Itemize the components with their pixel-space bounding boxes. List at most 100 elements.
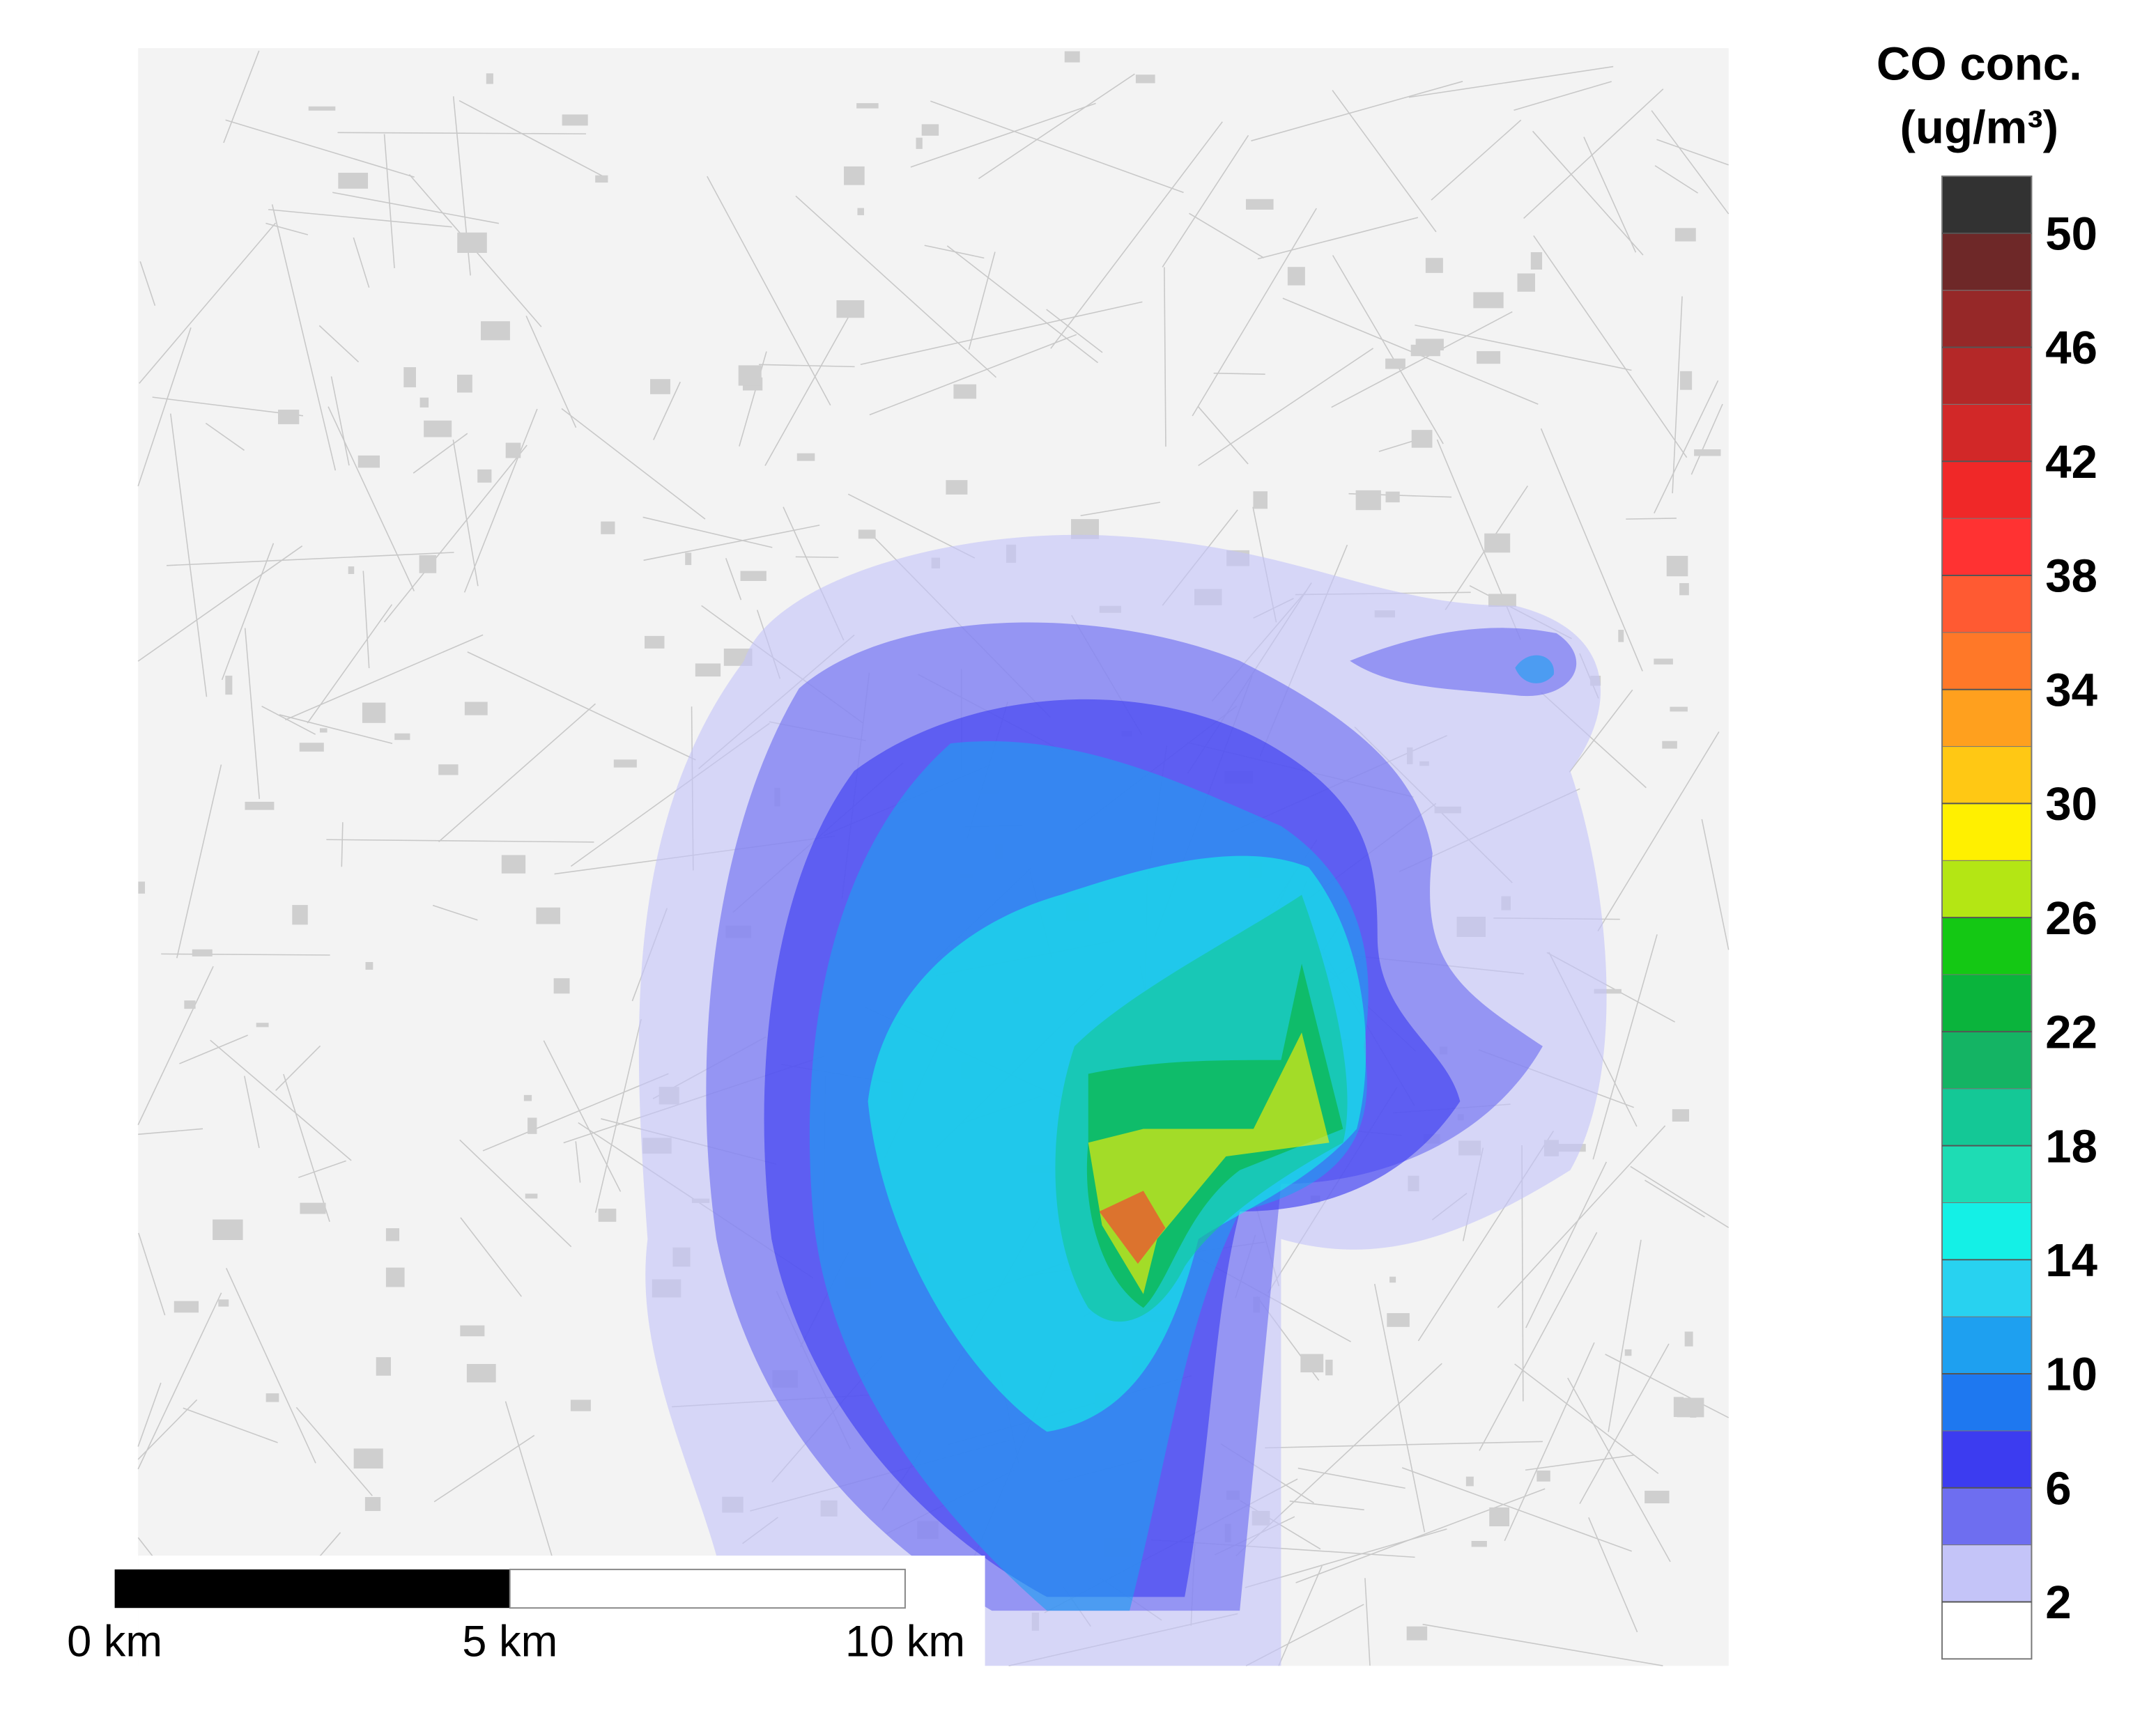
building-block <box>1488 594 1516 607</box>
colorbar-tick-label: 34 <box>2045 664 2097 716</box>
colorbar-segment <box>1941 176 2032 234</box>
building-block <box>953 384 977 399</box>
building-block <box>1618 630 1624 642</box>
building-block <box>645 635 665 649</box>
colorbar-tick-label: 22 <box>2045 1007 2097 1059</box>
scale-bar-black <box>114 1569 510 1609</box>
colorbar-segment <box>1941 518 2032 576</box>
colorbar-segment <box>1941 290 2032 348</box>
building-block <box>1471 1540 1487 1547</box>
road <box>1514 1363 1659 1474</box>
concentration-plume <box>638 534 1607 1666</box>
road <box>1497 1125 1666 1308</box>
road <box>869 334 1077 416</box>
building-block <box>570 1400 591 1411</box>
road <box>643 525 820 561</box>
road <box>205 422 245 451</box>
road <box>1197 405 1249 465</box>
building-block <box>1673 1397 1684 1418</box>
road <box>244 1076 260 1149</box>
building-block <box>1484 533 1511 553</box>
road <box>1189 212 1265 258</box>
building-block <box>1645 1490 1670 1503</box>
building-block <box>1385 491 1400 503</box>
building-block <box>213 1219 243 1241</box>
building-block <box>505 442 521 458</box>
road <box>1162 134 1249 268</box>
building-block <box>613 759 637 768</box>
road <box>1046 309 1103 353</box>
road <box>268 208 452 228</box>
road <box>261 706 316 735</box>
road <box>244 628 261 799</box>
road <box>413 433 468 474</box>
road <box>341 822 344 867</box>
road <box>1525 1161 1608 1328</box>
road <box>968 251 996 350</box>
building-block <box>523 1094 532 1101</box>
building-block <box>1530 252 1543 270</box>
building-block <box>1679 583 1689 596</box>
road <box>137 327 192 487</box>
road <box>1265 1441 1543 1449</box>
road <box>279 714 393 744</box>
road <box>1569 689 1633 773</box>
building-block <box>438 764 459 775</box>
building-block <box>184 1000 196 1009</box>
building-block <box>299 743 324 752</box>
colorbar-tick-label: 46 <box>2045 322 2097 374</box>
road <box>764 316 849 466</box>
road <box>138 1128 203 1136</box>
building-block <box>1594 989 1622 994</box>
building-block <box>477 469 492 483</box>
building-block <box>1654 658 1673 665</box>
road <box>1332 255 1444 444</box>
building-block <box>1425 258 1443 273</box>
road <box>1164 267 1166 447</box>
road <box>1605 1354 1730 1418</box>
road <box>438 703 596 842</box>
road <box>362 571 370 669</box>
building-block <box>1666 555 1688 577</box>
road <box>795 195 997 378</box>
road <box>1192 208 1317 417</box>
building-block <box>457 232 487 254</box>
building-block <box>460 1325 485 1337</box>
road <box>1331 311 1513 408</box>
road <box>1525 1454 1635 1471</box>
building-block <box>740 571 767 581</box>
road <box>482 1073 669 1152</box>
building-block <box>278 410 300 424</box>
colorbar-tick-label: 2 <box>2045 1576 2071 1629</box>
road <box>318 325 360 363</box>
road <box>137 1399 198 1460</box>
road <box>1513 81 1612 111</box>
colorbar-segment <box>1941 403 2032 462</box>
road <box>1401 1467 1632 1552</box>
road <box>328 406 415 591</box>
road <box>860 301 1143 366</box>
colorbar-tick-label: 50 <box>2045 208 2097 261</box>
building-block <box>1389 1276 1396 1283</box>
scale-bar-white <box>509 1568 906 1609</box>
building-block <box>225 675 233 695</box>
road <box>137 1292 222 1470</box>
colorbar-tick-label: 26 <box>2045 892 2097 945</box>
road <box>1592 934 1658 1160</box>
building-block <box>245 801 275 810</box>
building-block <box>836 300 865 318</box>
building-block <box>1672 1109 1689 1122</box>
building-block <box>1662 741 1677 749</box>
colorbar-tick-label: 6 <box>2045 1462 2071 1514</box>
scale-label: 10 km <box>845 1617 965 1666</box>
road <box>1422 1623 1663 1666</box>
building-block <box>1536 1470 1550 1482</box>
road <box>265 222 309 235</box>
building-block <box>1477 351 1501 364</box>
building-block <box>1465 1476 1474 1487</box>
building-block <box>1385 358 1405 369</box>
road <box>525 316 577 428</box>
road <box>1257 217 1419 260</box>
road <box>383 444 527 623</box>
building-block <box>1410 344 1440 357</box>
